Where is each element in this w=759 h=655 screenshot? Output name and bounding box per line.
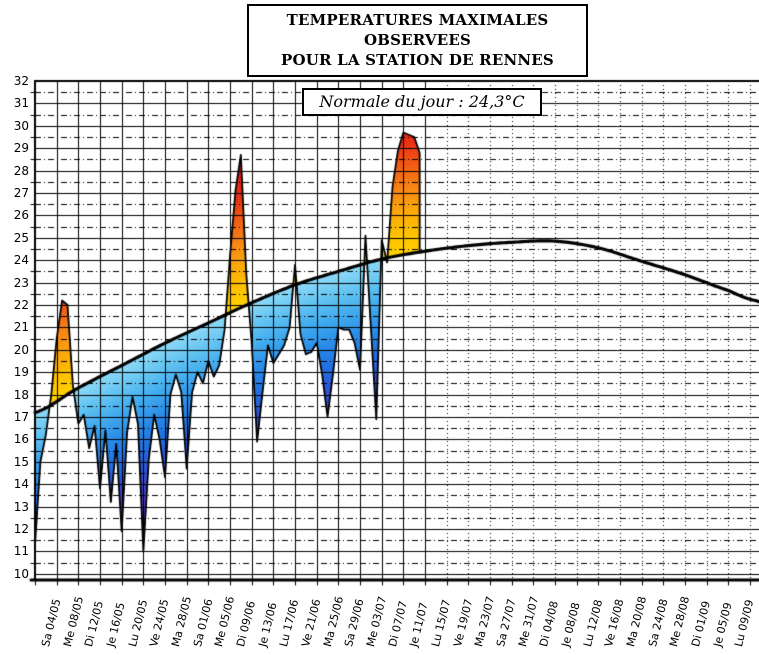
- y-axis-tick-label: 13: [13, 499, 29, 514]
- y-axis-tick-label: 23: [13, 275, 29, 290]
- y-axis-tick-label: 12: [13, 522, 29, 536]
- y-axis-tick-label: 21: [13, 320, 29, 335]
- y-axis-tick-label: 32: [13, 74, 29, 88]
- y-axis-tick-label: 25: [13, 230, 29, 245]
- y-axis-tick-label: 11: [13, 544, 29, 559]
- y-axis-tick-label: 18: [13, 387, 29, 402]
- y-axis-tick-label: 31: [13, 96, 29, 111]
- y-axis-tick-label: 26: [13, 208, 29, 223]
- y-axis-tick-label: 15: [13, 454, 29, 469]
- y-axis-tick-label: 16: [13, 432, 29, 447]
- y-axis-tick-label: 28: [13, 163, 29, 178]
- chart-title-line2: POUR LA STATION DE RENNES: [281, 51, 554, 69]
- chart-title-line1: TEMPERATURES MAXIMALES OBSERVEES: [286, 11, 549, 49]
- y-axis-tick-label: 14: [13, 477, 29, 492]
- chart-title-box: TEMPERATURES MAXIMALES OBSERVEES POUR LA…: [247, 4, 588, 77]
- y-axis-tick-label: 22: [13, 298, 29, 312]
- y-axis-tick-label: 10: [13, 566, 29, 581]
- y-axis-tick-label: 30: [13, 118, 29, 133]
- y-axis-tick-label: 20: [13, 342, 29, 357]
- y-axis-tick-label: 17: [13, 410, 29, 424]
- y-axis-tick-label: 19: [13, 365, 29, 380]
- y-axis-tick-label: 27: [13, 186, 29, 200]
- y-axis-tick-label: 24: [13, 253, 29, 268]
- y-axis-tick-label: 29: [13, 141, 29, 156]
- normale-du-jour-annotation: Normale du jour : 24,3°C: [302, 88, 542, 116]
